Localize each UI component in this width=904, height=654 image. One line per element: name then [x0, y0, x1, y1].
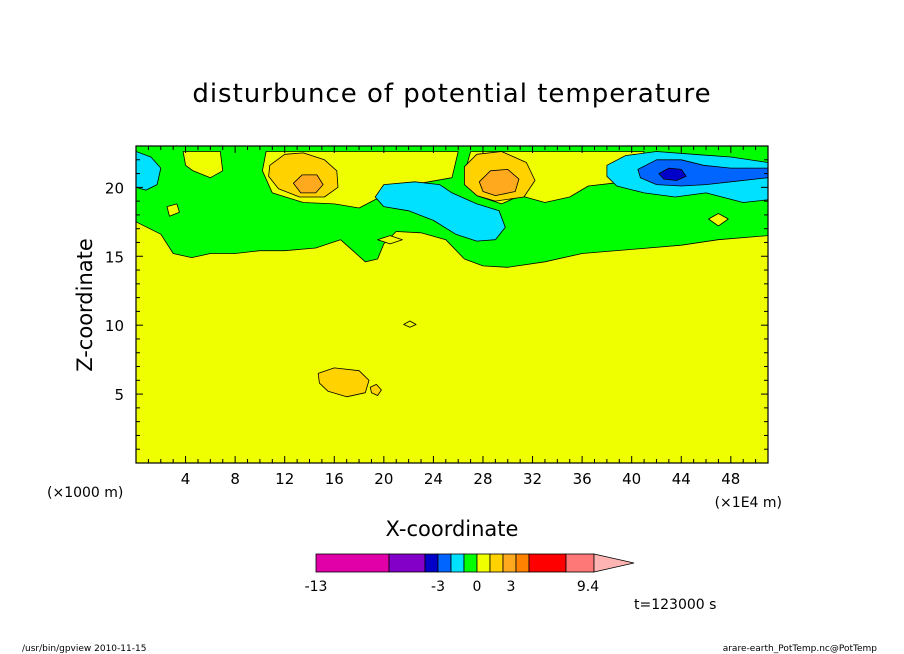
footer-left: /usr/bin/gpview 2010-11-15: [22, 644, 146, 654]
x-tick-label: 20: [374, 470, 393, 488]
x-tick-label: 28: [473, 470, 492, 488]
colorbar-labels: -13 -3 0 3 9.4: [305, 579, 600, 595]
contour-region-6: [708, 213, 729, 227]
x-tick-label: 12: [275, 470, 294, 488]
colorbar-segment: [437, 553, 452, 573]
x-tick-label: 32: [523, 470, 542, 488]
colorbar-segment: [450, 553, 465, 573]
footer-right: arare-earth_PotTemp.nc@PotTemp: [723, 644, 878, 654]
y-tick-label: 15: [105, 248, 124, 266]
contour-region-13: [292, 174, 324, 194]
x-tick-label: 44: [672, 470, 691, 488]
y-tick-label: 20: [105, 179, 124, 197]
colorbar-segment: [476, 553, 491, 573]
colorbar-extension: [593, 553, 635, 573]
colorbar-segment: [502, 553, 517, 573]
x-tick-label: 24: [424, 470, 443, 488]
colorbar-segment: [424, 553, 439, 573]
contour-region-5: [166, 203, 180, 217]
y-tick-label: 5: [114, 386, 124, 404]
contour-regions: [136, 146, 768, 398]
colorbar-segment: [388, 553, 426, 573]
y-tick-label: 10: [105, 317, 124, 335]
colorbar-tick-label: 9.4: [577, 579, 599, 595]
contour-region-11: [317, 367, 370, 398]
x-scale-note: (×1E4 m): [715, 495, 782, 511]
contour-region-14: [478, 168, 520, 197]
colorbar: [315, 553, 635, 573]
colorbar-tick-label: 3: [507, 579, 516, 595]
colorbar-tick-label: 0: [473, 579, 482, 595]
colorbar-tick-label: -13: [305, 579, 328, 595]
contour-region-15: [136, 151, 162, 191]
plot-frame: [135, 145, 769, 464]
x-tick-label: 16: [325, 470, 344, 488]
x-tick-label: 8: [230, 470, 240, 488]
x-axis-label: X-coordinate: [386, 517, 519, 541]
contour-region-19: [658, 167, 687, 181]
x-tick-label: 40: [622, 470, 641, 488]
colorbar-segment: [565, 553, 595, 573]
contour-region-8: [403, 320, 417, 328]
colorbar-segment: [489, 553, 504, 573]
colorbar-tick-label: -3: [431, 579, 445, 595]
contour-region-7: [377, 235, 403, 245]
y-axis-label: Z-coordinate: [73, 238, 97, 372]
colorbar-segment: [315, 553, 390, 573]
colorbar-segment: [528, 553, 567, 573]
x-tick-label: 48: [721, 470, 740, 488]
colorbar-segment: [463, 553, 478, 573]
x-unit-note: (×1000 m): [47, 485, 123, 501]
contour-region-12: [369, 383, 382, 396]
x-tick-label: 4: [181, 470, 191, 488]
colorbar-segment: [515, 553, 530, 573]
contour-region-16: [374, 181, 506, 242]
time-label: t=123000 s: [634, 597, 716, 613]
contour-region-2: [182, 151, 224, 179]
chart-title: disturbunce of potential temperature: [192, 79, 711, 109]
x-tick-label: 36: [573, 470, 592, 488]
